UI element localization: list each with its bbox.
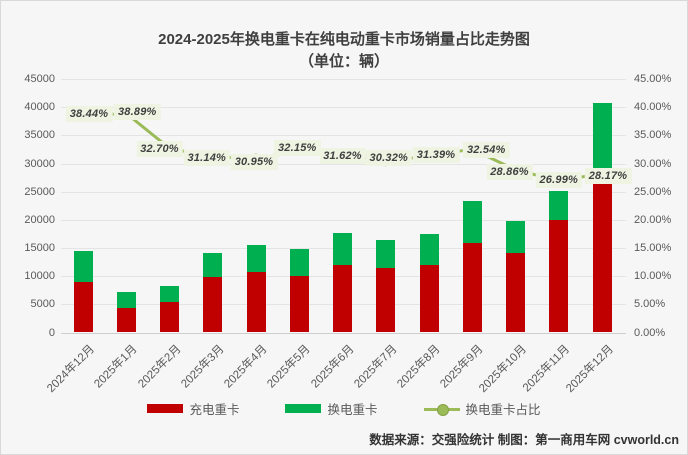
x-axis-category-label: 2025年7月 xyxy=(351,342,400,390)
right-axis-tick-label: 20.00% xyxy=(634,213,672,226)
bar-swap xyxy=(73,250,93,283)
bar-swap xyxy=(376,240,396,269)
left-axis-tick-label: 45000 xyxy=(24,73,55,85)
left-axis-tick-label: 30000 xyxy=(24,157,55,170)
left-axis-tick-label: 10000 xyxy=(24,270,55,283)
left-axis-tick-label: 25000 xyxy=(24,185,55,198)
bar-swap xyxy=(203,252,223,278)
bar-swap xyxy=(333,233,352,265)
x-axis-category-label: 2025年8月 xyxy=(395,342,443,390)
gridline xyxy=(61,332,626,334)
ratio-value-label: 31.39% xyxy=(412,146,460,163)
legend-item-swap: 换电重卡 xyxy=(285,399,378,418)
bar-charging xyxy=(506,253,525,333)
bar-charging xyxy=(333,264,352,333)
legend-label-ratio: 换电重卡占比 xyxy=(465,403,541,417)
right-axis-tick-label: 0.00% xyxy=(634,326,666,339)
bar-charging xyxy=(419,264,439,333)
ratio-value-label: 31.14% xyxy=(183,150,231,167)
bar-swap xyxy=(246,244,266,272)
bar-charging xyxy=(73,282,93,333)
left-axis-tick-label: 5000 xyxy=(30,298,55,311)
bar-swap xyxy=(506,220,525,254)
x-axis-category-label: 2025年6月 xyxy=(308,342,357,390)
gridline xyxy=(61,107,626,109)
gridline xyxy=(61,79,626,80)
chart-title-line1: 2024-2025年换电重卡在纯电动重卡市场销量占比走势图 xyxy=(158,31,530,48)
gridline xyxy=(61,135,626,137)
bar-swap xyxy=(549,190,569,220)
bar-swap xyxy=(592,103,612,168)
ratio-value-label: 32.70% xyxy=(136,141,183,158)
right-axis-tick-label: 15.00% xyxy=(634,242,672,254)
ratio-value-label: 30.32% xyxy=(365,149,413,166)
right-axis-tick-label: 5.00% xyxy=(634,298,666,311)
bar-charging xyxy=(160,301,179,333)
left-axis-tick-label: 15000 xyxy=(24,242,55,254)
bar-swap xyxy=(160,286,179,302)
bar-swap xyxy=(116,291,136,308)
ratio-value-label: 28.86% xyxy=(486,163,533,180)
legend-line-dot xyxy=(436,403,449,416)
right-axis-tick-label: 40.00% xyxy=(634,101,672,114)
legend-swatch-swap xyxy=(285,404,322,413)
left-axis-tick-label: 0 xyxy=(48,326,55,339)
ratio-value-label: 30.95% xyxy=(230,154,278,171)
bar-swap xyxy=(419,233,439,265)
x-axis-category-label: 2025年3月 xyxy=(178,342,227,390)
bar-charging xyxy=(462,243,482,333)
bar-swap xyxy=(289,248,309,276)
legend-item-charging: 充电重卡 xyxy=(147,399,239,418)
ratio-value-label: 32.15% xyxy=(273,140,321,157)
bar-charging xyxy=(203,277,223,333)
right-axis-tick-label: 30.00% xyxy=(634,157,672,170)
ratio-value-label: 28.17% xyxy=(584,167,632,184)
ratio-value-label: 26.99% xyxy=(535,172,583,189)
x-axis-category-label: 2024年12月 xyxy=(44,342,97,395)
ratio-value-label: 38.44% xyxy=(65,105,113,122)
legend-label-swap: 换电重卡 xyxy=(327,403,378,417)
right-axis-tick-label: 10.00% xyxy=(634,270,672,283)
x-axis-category-label: 2025年1月 xyxy=(92,342,140,390)
gridline xyxy=(61,219,626,221)
bar-charging xyxy=(376,268,396,333)
legend-line-marker-icon xyxy=(423,403,460,416)
x-axis-category-label: 2025年5月 xyxy=(265,342,313,390)
bar-charging xyxy=(592,168,612,333)
chart-title: 2024-2025年换电重卡在纯电动重卡市场销量占比走势图 （单位：辆） xyxy=(1,29,687,73)
left-axis-tick-label: 40000 xyxy=(24,101,55,114)
legend-label-charging: 充电重卡 xyxy=(189,403,240,417)
ratio-value-label: 32.54% xyxy=(462,142,510,159)
ratio-value-label: 31.62% xyxy=(319,148,366,165)
bar-charging xyxy=(246,271,266,333)
data-source-credit: 数据来源：交强险统计 制图：第一商用车网 cvworld.cn xyxy=(369,433,679,447)
x-axis-category-label: 2025年4月 xyxy=(222,342,270,390)
left-axis-tick-label: 20000 xyxy=(24,213,55,226)
chart-legend: 充电重卡 换电重卡 换电重卡占比 xyxy=(1,399,687,418)
right-axis-tick-label: 35.00% xyxy=(634,129,672,142)
right-axis-tick-label: 45.00% xyxy=(634,73,672,85)
gridline xyxy=(61,191,626,193)
bar-swap xyxy=(462,200,482,244)
x-axis-category-label: 2025年2月 xyxy=(135,342,184,390)
right-axis-tick-label: 25.00% xyxy=(634,185,672,198)
legend-item-ratio: 换电重卡占比 xyxy=(423,399,541,418)
chart-title-unit: （单位：辆） xyxy=(298,53,389,70)
ratio-value-label: 38.89% xyxy=(113,104,161,121)
bar-charging xyxy=(116,307,136,333)
bar-charging xyxy=(549,219,569,333)
bar-charging xyxy=(289,275,309,333)
legend-swatch-charging xyxy=(147,404,184,413)
left-axis-tick-label: 35000 xyxy=(24,129,55,142)
